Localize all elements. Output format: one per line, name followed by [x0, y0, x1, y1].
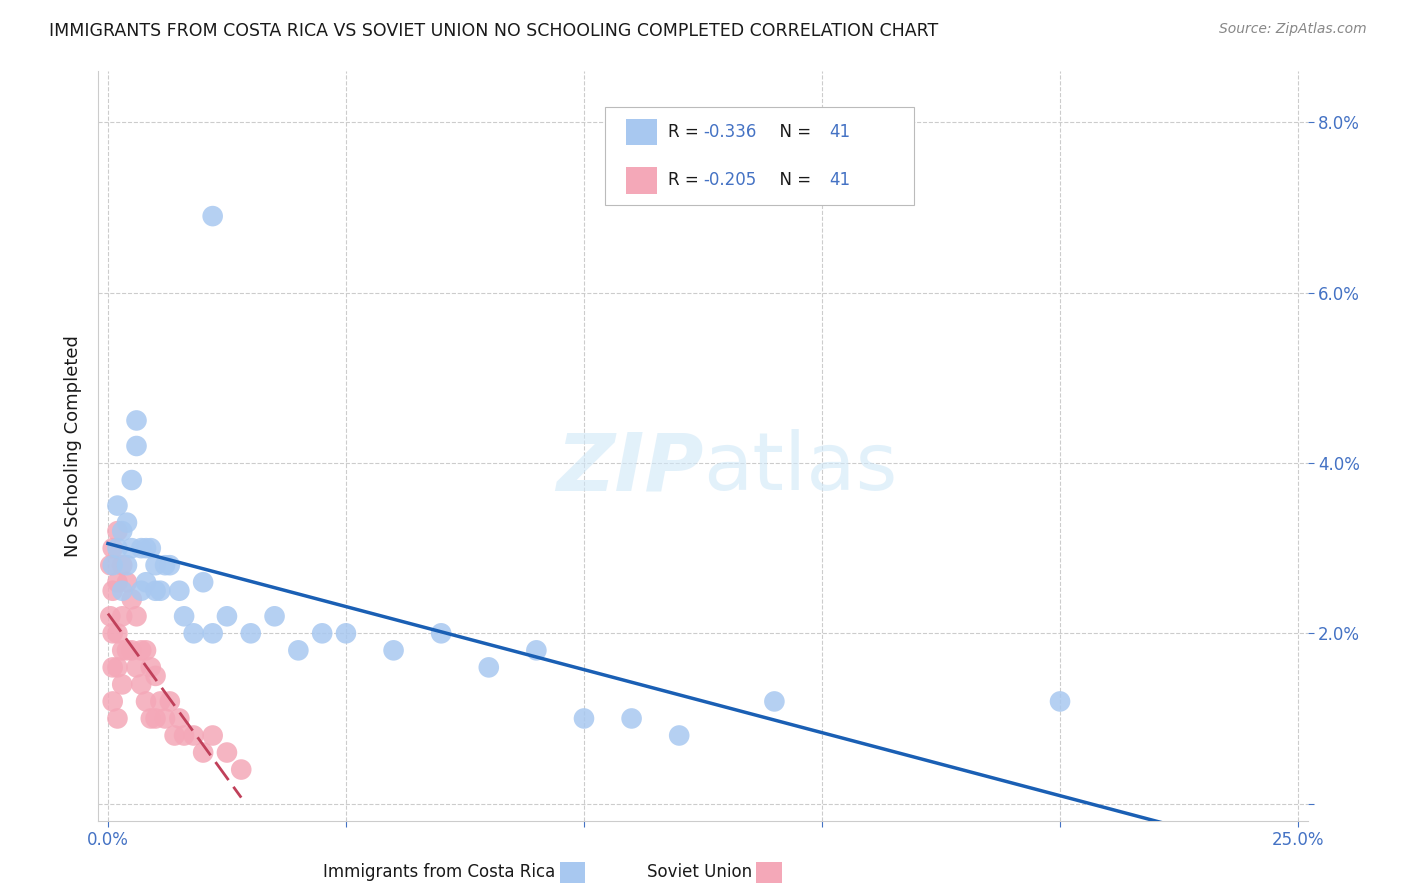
- Point: [145, 583, 167, 598]
- Point: [763, 694, 786, 708]
- Point: [231, 763, 253, 777]
- Point: [135, 643, 157, 657]
- Point: [183, 626, 205, 640]
- Point: [101, 558, 124, 573]
- Point: [111, 583, 134, 598]
- Point: [101, 583, 124, 598]
- Point: [107, 660, 129, 674]
- Point: [524, 643, 547, 657]
- Point: [159, 694, 181, 708]
- Text: -0.336: -0.336: [703, 123, 756, 141]
- Point: [478, 660, 501, 674]
- Point: [129, 643, 152, 657]
- Text: IMMIGRANTS FROM COSTA RICA VS SOVIET UNION NO SCHOOLING COMPLETED CORRELATION CH: IMMIGRANTS FROM COSTA RICA VS SOVIET UNI…: [49, 22, 938, 40]
- Point: [430, 626, 453, 640]
- Point: [111, 643, 134, 657]
- Point: [173, 729, 195, 743]
- Point: [125, 413, 148, 427]
- Point: [111, 558, 134, 573]
- Point: [125, 609, 148, 624]
- Text: R =: R =: [668, 123, 704, 141]
- Text: N =: N =: [769, 123, 817, 141]
- Point: [139, 541, 162, 556]
- Point: [668, 729, 690, 743]
- Text: Immigrants from Costa Rica: Immigrants from Costa Rica: [323, 863, 555, 881]
- Point: [98, 609, 121, 624]
- Point: [111, 524, 134, 538]
- Point: [101, 626, 124, 640]
- Point: [135, 541, 157, 556]
- Point: [101, 660, 124, 674]
- Text: ZIP: ZIP: [555, 429, 703, 508]
- Point: [159, 558, 181, 573]
- Point: [121, 592, 143, 607]
- Text: Soviet Union: Soviet Union: [647, 863, 752, 881]
- Text: R =: R =: [668, 171, 704, 189]
- Point: [263, 609, 285, 624]
- Point: [239, 626, 262, 640]
- Point: [215, 609, 238, 624]
- Point: [139, 660, 162, 674]
- Point: [125, 660, 148, 674]
- Point: [98, 558, 121, 573]
- Point: [191, 746, 214, 760]
- Point: [215, 746, 238, 760]
- Point: [620, 711, 643, 725]
- Point: [107, 499, 129, 513]
- Point: [121, 473, 143, 487]
- Point: [139, 711, 162, 725]
- Point: [163, 729, 186, 743]
- Point: [107, 541, 129, 556]
- Point: [335, 626, 357, 640]
- Point: [287, 643, 309, 657]
- Point: [115, 575, 138, 590]
- Point: [311, 626, 333, 640]
- Text: 41: 41: [830, 171, 851, 189]
- Point: [121, 541, 143, 556]
- Point: [135, 694, 157, 708]
- Text: 41: 41: [830, 123, 851, 141]
- Point: [129, 583, 152, 598]
- Point: [125, 439, 148, 453]
- Point: [135, 575, 157, 590]
- Point: [107, 711, 129, 725]
- Point: [153, 711, 176, 725]
- Point: [101, 694, 124, 708]
- Text: Source: ZipAtlas.com: Source: ZipAtlas.com: [1219, 22, 1367, 37]
- Point: [173, 609, 195, 624]
- Point: [107, 626, 129, 640]
- Point: [572, 711, 595, 725]
- Point: [169, 583, 191, 598]
- Point: [129, 541, 152, 556]
- Point: [115, 516, 138, 530]
- Point: [115, 558, 138, 573]
- Point: [129, 677, 152, 691]
- Point: [153, 558, 176, 573]
- Point: [169, 711, 191, 725]
- Point: [201, 626, 224, 640]
- Point: [107, 575, 129, 590]
- Text: N =: N =: [769, 171, 817, 189]
- Point: [145, 669, 167, 683]
- Point: [149, 694, 172, 708]
- Point: [183, 729, 205, 743]
- Point: [1049, 694, 1071, 708]
- Point: [145, 711, 167, 725]
- Point: [121, 643, 143, 657]
- Point: [115, 643, 138, 657]
- Y-axis label: No Schooling Completed: No Schooling Completed: [65, 335, 83, 557]
- Text: -0.205: -0.205: [703, 171, 756, 189]
- Point: [382, 643, 405, 657]
- Text: atlas: atlas: [703, 429, 897, 508]
- Point: [111, 609, 134, 624]
- Point: [191, 575, 214, 590]
- Point: [101, 541, 124, 556]
- Point: [201, 209, 224, 223]
- Point: [107, 524, 129, 538]
- Point: [201, 729, 224, 743]
- Point: [145, 558, 167, 573]
- Point: [149, 583, 172, 598]
- Point: [111, 677, 134, 691]
